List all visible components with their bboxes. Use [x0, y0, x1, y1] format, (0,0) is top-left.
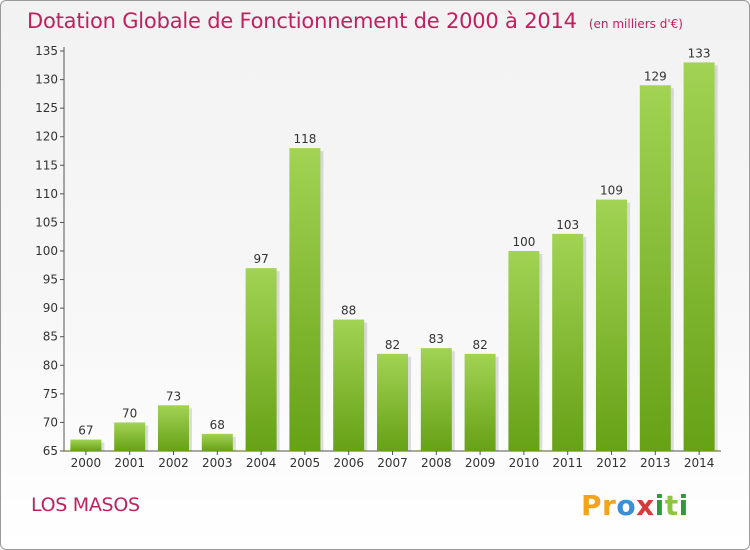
bar [683, 62, 715, 452]
data-label: 82 [472, 338, 487, 352]
logo-letter: i [678, 489, 689, 522]
logo-letter: P [581, 489, 603, 522]
x-axis: 2000 2001 2002 2003 2004 2005 2006 2007 2008 2009… [64, 450, 721, 470]
chart-header: Dotation Globale de Fonctionnement de 20… [27, 9, 683, 33]
bar [596, 199, 627, 451]
bar [464, 353, 496, 451]
logo-letter: o [616, 489, 637, 522]
chart-title: Dotation Globale de Fonctionnement de 20… [27, 9, 577, 33]
bar-chart: 65 70 75 80 85 90 95 100 105 110 115 120 125 130 135 2… [35, 44, 721, 470]
y-tick-label: 95 [43, 273, 58, 287]
bar [333, 319, 365, 451]
logo-letter: x [636, 489, 655, 522]
x-tick-label: 2009 [465, 456, 496, 470]
x-tick-label: 2003 [202, 456, 233, 470]
logo-letter: r [602, 489, 617, 522]
x-tick-label: 2008 [421, 456, 452, 470]
data-label: 133 [688, 46, 711, 60]
y-tick-label: 110 [35, 187, 58, 201]
bar [245, 268, 277, 451]
x-tick-label: 2005 [290, 456, 321, 470]
y-tick-label: 80 [43, 358, 58, 372]
y-tick-label: 115 [35, 158, 58, 172]
data-label: 67 [78, 424, 93, 438]
bar [508, 251, 540, 451]
x-tick-label: 2000 [71, 456, 102, 470]
x-tick-label: 2002 [158, 456, 189, 470]
bar [289, 148, 321, 451]
y-tick-label: 105 [35, 215, 58, 229]
y-tick-label: 70 [43, 415, 58, 429]
y-tick-label: 135 [35, 44, 58, 58]
x-tick-label: 2011 [552, 456, 583, 470]
x-tick-label: 2014 [684, 456, 715, 470]
y-axis: 65 70 75 80 85 90 95 100 105 110 115 120 125 130 135 [35, 44, 65, 458]
bar [158, 405, 189, 451]
x-tick-label: 2013 [640, 456, 671, 470]
data-labels: 67 70 73 68 97 118 88 82 83 82 100 103 109 129 133 [78, 46, 710, 437]
data-label: 100 [512, 235, 535, 249]
bar [70, 439, 102, 451]
data-label: 129 [644, 69, 667, 83]
data-label: 103 [556, 218, 579, 232]
data-label: 70 [122, 406, 137, 420]
data-label: 118 [293, 132, 316, 146]
unit-note: (en milliers d'€) [588, 17, 683, 31]
data-label: 82 [385, 338, 400, 352]
y-tick-label: 125 [35, 101, 58, 115]
data-label: 109 [600, 184, 623, 198]
data-label: 83 [429, 332, 444, 346]
x-tick-label: 2006 [333, 456, 364, 470]
y-tick-label: 65 [43, 444, 58, 458]
x-tick-label: 2001 [114, 456, 145, 470]
bars [70, 62, 718, 452]
bar [201, 433, 233, 451]
data-label: 73 [166, 389, 181, 403]
bar [377, 353, 408, 451]
x-tick-label: 2004 [246, 456, 277, 470]
proxiti-logo[interactable]: Proxiti [581, 489, 689, 522]
bar [639, 85, 671, 452]
x-tick-label: 2007 [377, 456, 408, 470]
commune-name: LOS MASOS [31, 494, 140, 516]
y-tick-label: 100 [35, 244, 58, 258]
data-label: 68 [210, 418, 225, 432]
y-tick-label: 130 [35, 73, 58, 87]
y-tick-label: 75 [43, 387, 58, 401]
bar [420, 348, 452, 451]
y-tick-label: 90 [43, 301, 58, 315]
bar [552, 233, 584, 451]
y-tick-label: 85 [43, 330, 58, 344]
bar [114, 422, 146, 451]
x-tick-label: 2010 [509, 456, 540, 470]
x-tick-label: 2012 [596, 456, 627, 470]
y-tick-label: 120 [35, 130, 58, 144]
logo-letter: t [664, 489, 679, 522]
data-label: 88 [341, 304, 356, 318]
data-label: 97 [253, 252, 268, 266]
logo-letter: i [654, 489, 665, 522]
